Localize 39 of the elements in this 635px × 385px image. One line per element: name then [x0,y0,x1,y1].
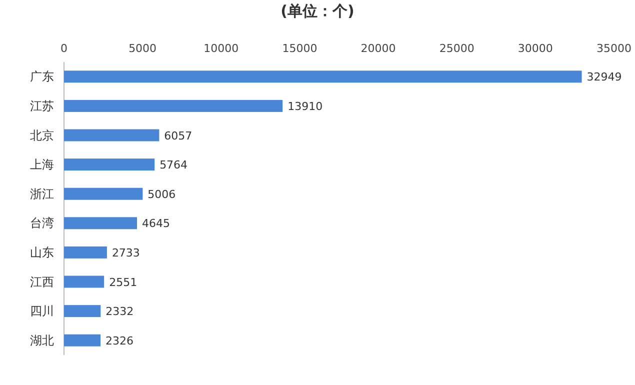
bar [64,188,143,200]
data-label: 4645 [142,217,170,230]
chart-title: (单位：个) [280,2,354,20]
y-tick-label: 湖北 [30,333,54,348]
y-tick-label: 四川 [30,304,54,318]
x-tick-label: 20000 [360,42,396,55]
bar [64,158,155,171]
bar [64,276,104,288]
x-tick-label: 0 [60,42,68,55]
data-label: 13910 [288,100,323,113]
bar [64,70,582,83]
y-tick-label: 上海 [30,158,54,172]
y-tick-label: 江苏 [30,98,54,113]
bar [64,246,107,258]
bar [64,129,160,142]
data-label: 6057 [164,129,192,142]
data-label: 32949 [586,70,622,84]
data-label: 5764 [160,158,188,172]
y-tick-label: 广东 [30,70,54,84]
x-tick-label: 5000 [128,42,157,55]
data-label: 2733 [112,246,140,260]
bar [64,217,137,230]
x-tick-label: 30000 [518,42,553,55]
bar [64,334,101,346]
bar [64,305,101,318]
x-tick-label: 15000 [282,42,318,55]
data-label: 5006 [148,188,176,201]
y-tick-label: 江西 [30,274,54,289]
data-label: 2551 [109,276,138,289]
x-tick-label: 25000 [439,42,474,55]
x-tick-label: 35000 [596,42,632,55]
y-tick-label: 山东 [30,245,54,260]
bar [64,100,283,112]
data-label: 2332 [106,305,134,318]
data-label: 2326 [106,334,134,348]
y-tick-label: 台湾 [30,216,54,230]
y-tick-label: 北京 [30,128,54,142]
x-tick-label: 10000 [204,42,239,55]
y-tick-label: 浙江 [30,186,54,201]
